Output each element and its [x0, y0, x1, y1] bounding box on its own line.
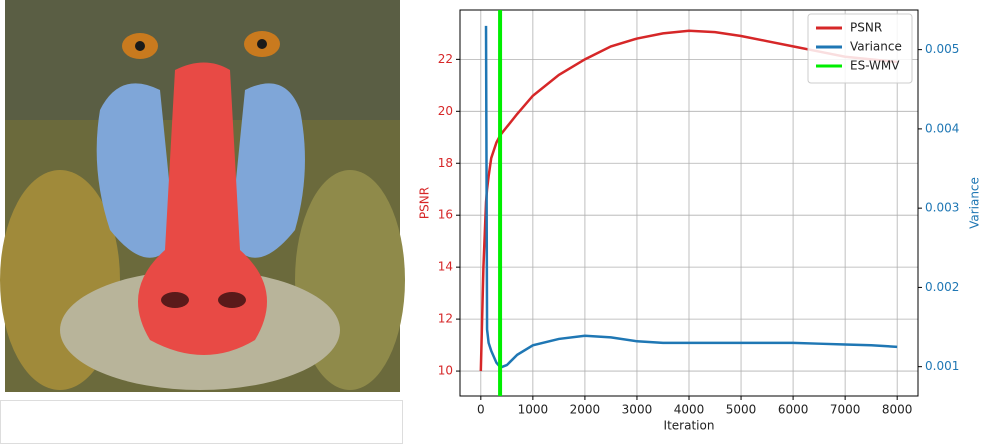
x-tick-label: 4000 [674, 403, 705, 417]
x-tick-label: 0 [477, 403, 485, 417]
legend-label: PSNR [850, 21, 882, 35]
y-tick-label: 18 [438, 156, 453, 170]
y2-tick-label: 0.003 [925, 201, 959, 215]
series-line [479, 29, 898, 372]
x-tick-label: 7000 [830, 403, 861, 417]
y2-tick-label: 0.002 [925, 280, 959, 294]
y-tick-label: 22 [438, 52, 453, 66]
plot-frame [459, 9, 919, 397]
y-tick-label: 16 [438, 208, 453, 222]
chart: 0 1000 2000 3000 4000 5000 6000 7000 8000 10 12 14 1… [418, 9, 982, 433]
y2-tick-label: 0.005 [925, 42, 959, 56]
empty-panel [0, 400, 403, 444]
y-tick-label: 12 [438, 312, 453, 326]
x-tick-label: 5000 [726, 403, 757, 417]
legend-label: ES-WMV [850, 59, 900, 73]
y-tick-label: 10 [438, 364, 453, 378]
y-axis-label: PSNR [418, 187, 432, 219]
x-tick-label: 1000 [518, 403, 549, 417]
y2-axis-label: Variance [968, 177, 982, 229]
series-line [484, 25, 898, 369]
x-tick-label: 2000 [570, 403, 601, 417]
legend-label: Variance [850, 40, 902, 54]
x-tick-label: 6000 [778, 403, 809, 417]
x-axis-label: Iteration [664, 419, 715, 433]
y2-tick-label: 0.004 [925, 121, 959, 135]
x-tick-label: 8000 [882, 403, 913, 417]
x-tick-label: 3000 [622, 403, 653, 417]
y-tick-label: 14 [438, 260, 453, 274]
y-tick-label: 20 [438, 104, 453, 118]
mandrill-photo [0, 0, 405, 392]
y2-tick-label: 0.001 [925, 359, 959, 373]
